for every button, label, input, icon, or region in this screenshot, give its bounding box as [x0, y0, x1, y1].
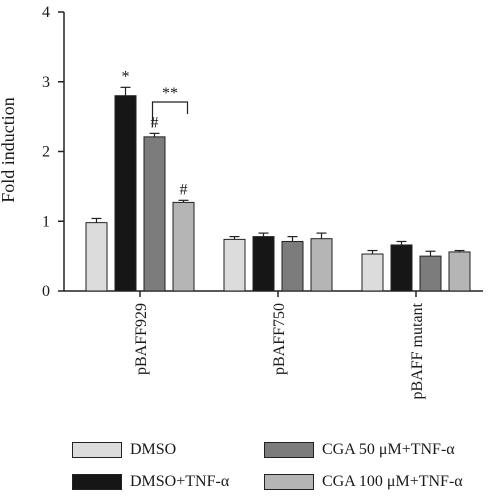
bar [143, 136, 166, 292]
bar [252, 236, 275, 292]
y-tick-label: 3 [42, 74, 50, 91]
bar [114, 95, 137, 292]
y-axis-ticks: 0 1 2 3 4 [42, 4, 64, 300]
x-tick-label: pBAFF929 [133, 303, 150, 375]
significance-label: # [151, 114, 159, 131]
legend-item-dmso: DMSO [72, 441, 176, 459]
significance-bracket [151, 101, 189, 128]
significance-label: * [122, 68, 130, 85]
legend-item-dmso-tnf: DMSO+TNF-α [72, 473, 229, 491]
x-tick-label: pBAFF750 [271, 303, 288, 375]
y-tick-label: 4 [42, 4, 50, 21]
bar [310, 238, 333, 292]
bar [361, 253, 384, 292]
bar [223, 238, 246, 292]
significance-label: ** [162, 85, 178, 102]
legend-swatch-cga50 [264, 442, 314, 458]
y-tick-label: 0 [42, 283, 50, 300]
legend-label-cga100: CGA 100 μM+TNF-α [322, 473, 463, 490]
y-axis-label: Fold induction [0, 97, 18, 203]
bar [85, 222, 108, 292]
legend-label-dmso: DMSO [130, 441, 177, 458]
bar [281, 240, 304, 292]
legend-item-cga100: CGA 100 μM+TNF-α [264, 473, 463, 491]
bar [172, 201, 195, 292]
x-axis-ticks: pBAFF929 pBAFF750 pBAFF mutant [133, 291, 426, 399]
significance-label: # [180, 181, 188, 198]
legend-swatch-dmso-tnf [72, 474, 122, 490]
y-tick-label: 1 [42, 213, 50, 230]
legend-label-dmso-tnf: DMSO+TNF-α [130, 473, 230, 490]
significance-annotations: *##** [122, 68, 189, 198]
legend-label-cga50: CGA 50 μM+TNF-α [322, 441, 455, 458]
bar [448, 251, 471, 292]
y-tick-label: 2 [42, 144, 50, 161]
legend-item-cga50: CGA 50 μM+TNF-α [264, 441, 455, 459]
legend-swatch-dmso [72, 442, 122, 458]
bar-groups [85, 86, 471, 292]
legend-swatch-cga100 [264, 474, 314, 490]
bar [419, 255, 442, 292]
x-tick-label: pBAFF mutant [409, 302, 426, 399]
bar [390, 244, 413, 292]
